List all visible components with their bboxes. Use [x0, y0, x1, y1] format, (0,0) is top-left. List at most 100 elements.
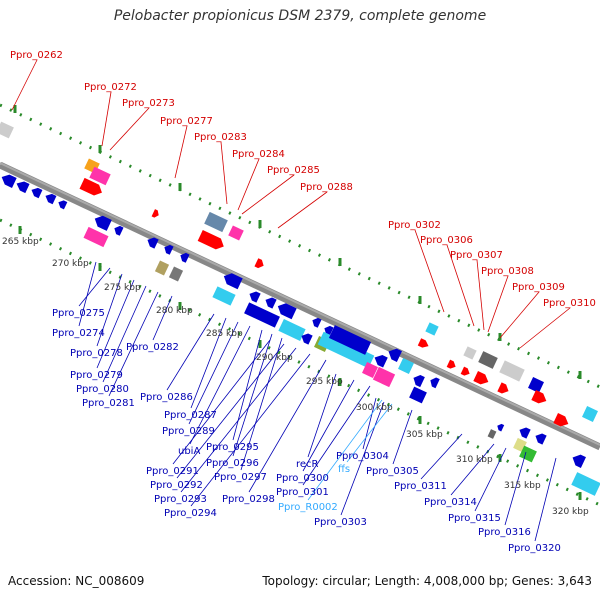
accession-label: Accession: NC_008609 [8, 574, 145, 588]
label-leaders [11, 59, 571, 542]
reverse-gene-label: Ppro_0303 [314, 517, 367, 528]
kbp-label: 275 kbp [104, 283, 141, 293]
gene-feature [31, 187, 43, 199]
reverse-gene-label: Ppro_0292 [150, 480, 203, 491]
reverse-gene-label: Ppro_0300 [276, 473, 329, 484]
gene-feature [151, 209, 159, 218]
kbp-label: 320 kbp [552, 507, 589, 517]
leader-line [240, 337, 283, 471]
leader-line [392, 409, 413, 465]
forward-gene-label: Ppro_0288 [300, 182, 353, 193]
gene-feature [244, 302, 280, 328]
tick-mark [498, 333, 502, 341]
kbp-label: 280 kbp [156, 306, 193, 316]
gene-feature [398, 358, 414, 374]
reverse-gene-label: Ppro_0295 [206, 442, 259, 453]
gene-feature [164, 244, 174, 255]
reverse-gene-label: Ppro_0280 [76, 384, 129, 395]
leader-line [96, 279, 135, 369]
forward-gene-label: Ppro_0284 [232, 149, 285, 160]
tick-mark [178, 302, 182, 310]
tick-mark [13, 105, 17, 113]
leader-line [302, 379, 355, 472]
forward-gene-label: Ppro_0310 [543, 298, 596, 309]
gene-feature [446, 359, 456, 369]
gene-feature [531, 390, 547, 404]
leader-line [476, 259, 485, 331]
reverse-gene-label: Ppro_0297 [214, 472, 267, 483]
leader-line [109, 107, 150, 151]
reverse-gene-label: Ppro_0286 [140, 392, 193, 403]
forward-gene-label: Ppro_0309 [512, 282, 565, 293]
gene-feature [277, 303, 297, 320]
gene-feature [519, 427, 531, 439]
leader-line [11, 59, 38, 111]
gene-feature [89, 166, 111, 186]
gene-feature [114, 225, 124, 236]
leader-line [190, 353, 311, 507]
reverse-gene-label: Ppro_0315 [448, 513, 501, 524]
leader-line [414, 229, 445, 313]
leader-line [302, 385, 371, 486]
leader-line [487, 275, 509, 333]
gene-feature [223, 273, 243, 290]
forward-gene-label: Ppro_0302 [388, 220, 441, 231]
tick-mark [18, 226, 22, 234]
leader-line [237, 158, 260, 211]
tick-marks [13, 105, 582, 500]
gene-feature [16, 181, 30, 194]
tick-mark [338, 378, 342, 386]
gene-feature [430, 377, 440, 389]
tick-mark [98, 263, 102, 271]
reverse-gene-label: Ppro_0320 [508, 543, 561, 554]
kbp-label: 270 kbp [52, 259, 89, 269]
gene-feature [212, 286, 236, 306]
gene-feature [473, 371, 489, 385]
gene-feature [204, 211, 228, 233]
kbp-label: 265 kbp [2, 237, 39, 247]
reverse-gene-label: Ppro_0301 [276, 487, 329, 498]
genome-backbone [0, 161, 600, 451]
leader-line [102, 285, 147, 383]
gene-feature [413, 375, 425, 388]
forward-gene-label: Ppro_0308 [481, 266, 534, 277]
reverse-gene-label: Ppro_0311 [394, 481, 447, 492]
leader-line [220, 141, 228, 205]
leader-line [101, 91, 112, 147]
leader-line [450, 443, 495, 496]
gene-feature [362, 362, 378, 378]
forward-gene-label: Ppro_0262 [10, 50, 63, 61]
kbp-label: 295 kbp [306, 377, 343, 387]
reverse-gene-label: Ppro_0275 [52, 308, 105, 319]
leader-line [307, 399, 383, 501]
gene-feature [83, 226, 109, 248]
reverse-gene-label: Ppro_0293 [154, 494, 207, 505]
leader-line [78, 267, 111, 307]
tick-mark [578, 371, 582, 379]
kbp-label: 300 kbp [356, 403, 393, 413]
leader-line [166, 313, 215, 391]
gene-feature [463, 346, 477, 360]
leader-line [519, 307, 571, 349]
kbp-label: 285 kbp [206, 329, 243, 339]
forward-gene-label: Ppro_0283 [194, 132, 247, 143]
gene-feature [535, 433, 547, 445]
gene-feature [460, 366, 470, 376]
reverse-gene-label: Ppro_0281 [82, 398, 135, 409]
gene-feature [301, 333, 313, 345]
reverse-gene-label: Ppro_0274 [52, 328, 105, 339]
kbp-label: 315 kbp [504, 481, 541, 491]
leader-line [446, 244, 475, 327]
leader-line [180, 347, 297, 493]
gene-feature [317, 331, 375, 369]
reverse-gene-label: Ppro_0287 [164, 410, 217, 421]
rna-gene-label: ffs [338, 464, 350, 475]
outer-tick-ring [0, 103, 600, 389]
forward-gene-label: Ppro_0285 [267, 165, 320, 176]
leader-line [346, 403, 393, 463]
gene-feature [372, 366, 396, 388]
gene-feature [168, 266, 184, 282]
gene-feature [45, 193, 57, 205]
gene-feature [278, 319, 306, 341]
